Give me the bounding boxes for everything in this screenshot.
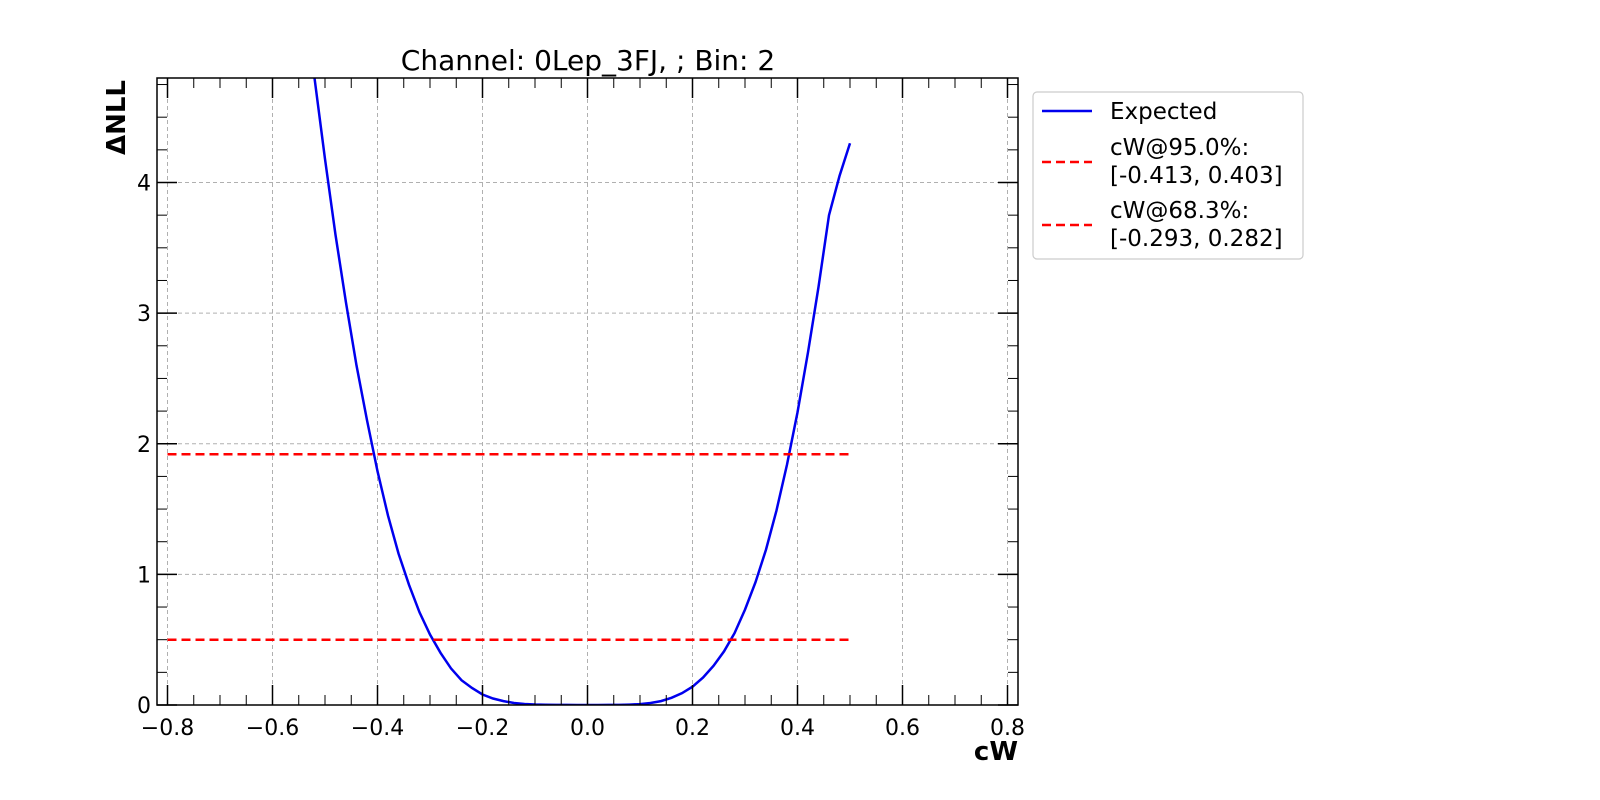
x-tick-label: 0.4 <box>780 716 815 741</box>
x-tick-label: −0.6 <box>246 716 299 741</box>
y-axis-label: ΔNLL <box>102 80 132 155</box>
y-tick-label: 4 <box>137 172 151 197</box>
legend-label: cW@95.0%: <box>1110 135 1249 161</box>
series-line-expected <box>313 78 852 705</box>
legend-frame <box>1032 91 1304 260</box>
y-tick-label: 3 <box>137 302 151 327</box>
x-tick-label: −0.4 <box>351 716 404 741</box>
x-tick-label: −0.2 <box>456 716 509 741</box>
legend-label: [-0.293, 0.282] <box>1110 226 1283 252</box>
legend-label: [-0.413, 0.403] <box>1110 163 1283 189</box>
plot-area: −0.8 −0.6 −0.4 −0.2 0.0 0.2 0.4 0.6 0.8 0 1 2 3 4 <box>137 77 1025 741</box>
chart-title: Channel: 0Lep_3FJ, ; Bin: 2 <box>401 44 775 77</box>
x-tick-label: 0.8 <box>990 716 1025 741</box>
y-tick-label: 1 <box>137 563 151 588</box>
y-tick-label: 0 <box>137 694 151 719</box>
x-tick-label: −0.8 <box>141 716 194 741</box>
x-axis-label: cW <box>974 737 1018 767</box>
legend: Expected cW@95.0%:[-0.413, 0.403] cW@68.3%… <box>1032 91 1304 260</box>
legend-label: cW@68.3%: <box>1110 198 1249 224</box>
y-tick-label: 2 <box>137 433 151 458</box>
legend-label: Expected <box>1110 99 1217 125</box>
x-tick-label: 0.0 <box>570 716 605 741</box>
x-tick-label: 0.2 <box>675 716 710 741</box>
x-tick-label: 0.6 <box>885 716 920 741</box>
